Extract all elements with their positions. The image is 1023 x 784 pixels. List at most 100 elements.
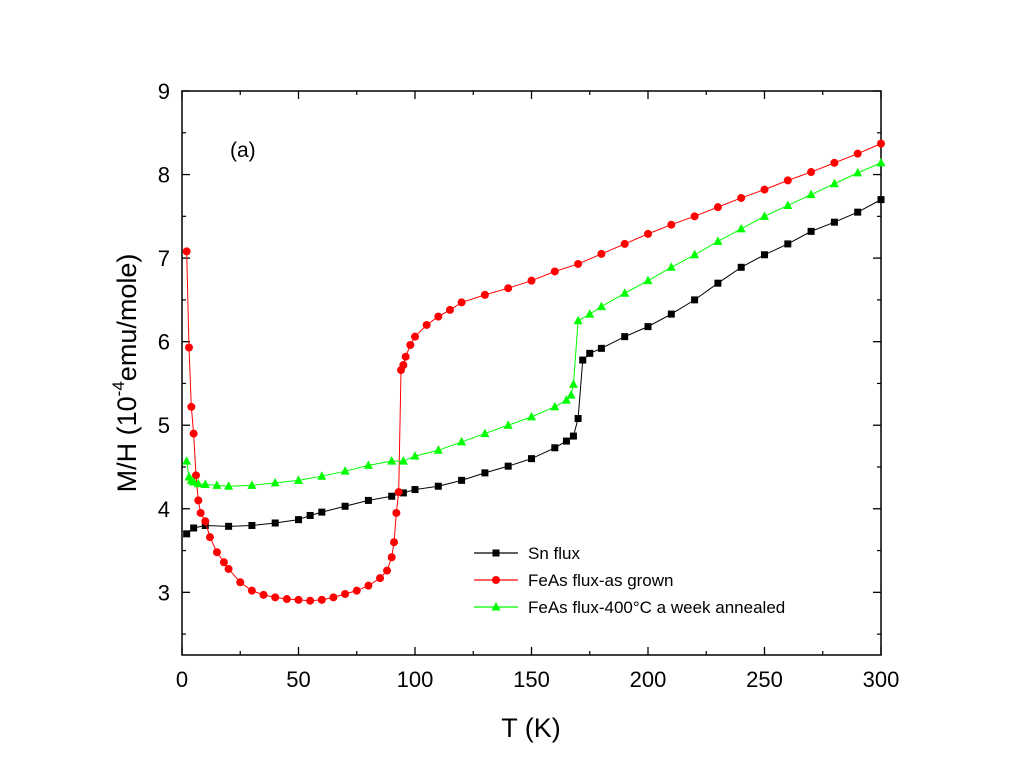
data-point <box>691 296 699 304</box>
legend-label: FeAs flux-as grown <box>528 571 674 590</box>
data-point <box>187 402 196 411</box>
data-point <box>761 251 768 259</box>
data-point <box>329 593 338 602</box>
data-point <box>398 456 408 465</box>
data-point <box>387 553 396 562</box>
y-tick-label: 8 <box>158 163 170 188</box>
data-point <box>853 149 862 158</box>
x-tick-label: 300 <box>863 667 900 692</box>
data-point <box>480 290 489 299</box>
y-tick-label: 7 <box>158 246 170 271</box>
data-point <box>193 478 203 488</box>
data-point <box>190 524 198 532</box>
data-point <box>574 415 582 423</box>
data-point <box>644 229 652 238</box>
legend: Sn flux FeAs flux-as grown FeAs flux-400°C… <box>474 544 785 617</box>
data-point <box>401 352 410 361</box>
data-point <box>760 211 769 220</box>
data-point <box>503 420 513 429</box>
x-tick-label: 150 <box>513 667 550 692</box>
legend-marker <box>492 576 500 584</box>
data-point <box>666 262 676 271</box>
series-line <box>186 162 882 487</box>
data-point <box>200 479 210 489</box>
data-point <box>713 203 722 212</box>
data-point <box>853 167 863 177</box>
data-point <box>854 208 862 216</box>
data-point <box>830 158 839 167</box>
data-point <box>806 189 816 199</box>
x-tick-label: 0 <box>176 667 188 692</box>
data-point <box>504 284 513 293</box>
data-point <box>562 437 570 445</box>
data-point <box>182 456 192 465</box>
data-point <box>829 178 839 188</box>
data-point <box>550 267 559 276</box>
data-point <box>596 301 606 311</box>
x-tick-label: 250 <box>746 667 783 692</box>
data-point <box>224 564 233 573</box>
data-point <box>566 390 576 399</box>
data-point <box>271 593 280 602</box>
data-point <box>597 249 606 258</box>
data-point <box>480 428 490 438</box>
data-point <box>341 590 350 599</box>
data-point <box>219 558 228 567</box>
data-point <box>194 496 203 505</box>
data-point <box>736 223 746 233</box>
series-square <box>183 196 885 538</box>
y-axis-title-exponent: -4 <box>109 381 128 396</box>
data-point <box>422 320 431 329</box>
data-point <box>364 581 373 590</box>
data-point <box>807 227 815 235</box>
data-point <box>457 298 466 307</box>
data-point <box>597 344 605 352</box>
data-point <box>340 466 350 475</box>
data-point <box>877 196 885 204</box>
legend-item: FeAs flux-400°C a week annealed <box>474 598 785 617</box>
data-point <box>760 185 769 194</box>
data-point <box>383 566 392 575</box>
legend-item: FeAs flux-as grown <box>474 571 674 590</box>
data-point <box>620 239 629 248</box>
data-point <box>247 480 257 489</box>
data-point <box>295 516 302 524</box>
data-point <box>434 312 443 321</box>
data-point <box>248 521 256 529</box>
data-point <box>352 586 361 595</box>
data-point <box>568 379 578 388</box>
data-point <box>574 259 583 268</box>
data-point <box>341 502 349 510</box>
data-point <box>236 578 245 587</box>
data-point <box>481 469 489 477</box>
y-tick-label: 4 <box>158 497 170 522</box>
data-point <box>784 240 792 248</box>
data-point <box>569 432 577 440</box>
data-point <box>783 176 792 185</box>
data-point <box>410 451 420 460</box>
data-point <box>212 548 221 557</box>
data-point <box>457 436 467 446</box>
data-point <box>201 521 209 529</box>
data-point <box>690 249 700 259</box>
series-line <box>186 143 882 602</box>
axis-ticks: 0 50 100 150 200 250 300 3 4 5 6 7 8 9 <box>158 79 900 692</box>
data-point <box>644 323 652 331</box>
y-tick-label: 9 <box>158 79 170 104</box>
legend-label: Sn flux <box>528 544 580 563</box>
legend-marker <box>492 549 500 557</box>
data-point <box>411 332 419 341</box>
data-point <box>270 477 280 487</box>
y-tick-label: 3 <box>158 580 170 605</box>
data-point <box>643 275 653 285</box>
data-point <box>225 522 233 530</box>
data-point <box>201 517 210 526</box>
data-point <box>667 220 676 229</box>
data-point <box>294 595 303 604</box>
data-point <box>318 508 326 516</box>
data-point <box>561 395 571 404</box>
data-point <box>183 530 191 538</box>
legend-item: Sn flux <box>474 544 580 563</box>
data-point <box>390 538 399 547</box>
data-point <box>434 482 442 490</box>
